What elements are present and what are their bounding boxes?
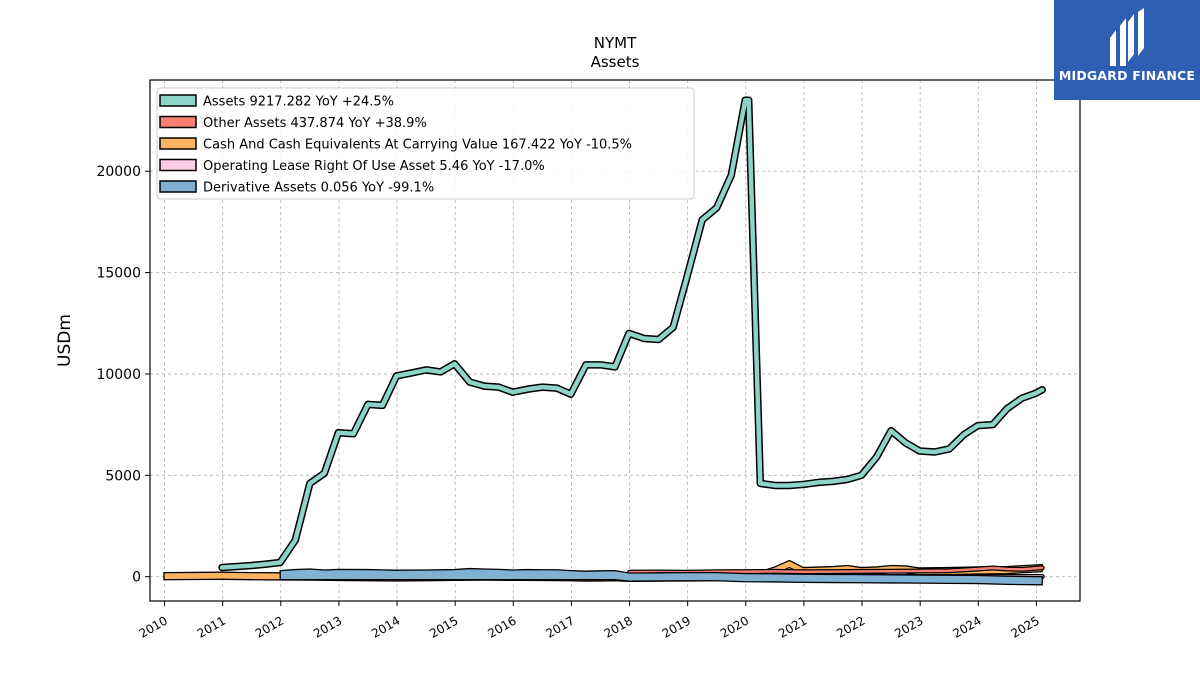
legend: Assets 9217.282 YoY +24.5% Other Assets 4… [156,87,695,200]
legend-entry: Cash And Cash Equivalents At Carrying Va… [203,138,632,153]
y-axis: 0 5000 10000 15000 20000 USDm [55,164,150,586]
legend-swatch [159,158,197,172]
plot-frame [149,79,1081,602]
x-tick-label: 2023 [892,613,925,640]
legend-swatch [159,115,197,129]
x-tick-label: 2012 [253,613,286,640]
x-tick-label: 2013 [311,613,344,640]
x-tick-label: 2024 [950,613,983,640]
legend-entry: Assets 9217.282 YoY +24.5% [203,95,394,110]
x-tick-label: 2015 [427,613,460,640]
x-tick-label: 2020 [718,613,751,640]
chart-subtitle: Assets [591,53,640,71]
series-line-1 [628,566,1044,574]
brand-name: MIDGARD FINANCE [1058,68,1196,83]
legend-box [156,87,695,200]
x-tick-label: 2019 [660,613,693,640]
x-tick-label: 2021 [776,613,809,640]
series-line-0 [219,98,1045,570]
x-axis: 2010 2011 2012 2013 2014 2015 2016 2017 2018 2019… [137,601,1042,641]
x-tick-label: 2017 [543,613,576,640]
x-tick-label: 2011 [195,613,228,640]
legend-entry: Operating Lease Right Of Use Asset 5.46 … [203,159,545,174]
chart-title: NYMT [594,34,637,52]
x-tick-label: 2025 [1008,613,1041,640]
y-tick-label: 20000 [96,164,141,180]
x-tick-label: 2010 [137,613,170,640]
legend-entry: Derivative Assets 0.056 YoY -99.1% [203,181,434,196]
y-tick-label: 5000 [105,468,141,484]
legend-swatch [159,180,197,193]
x-tick-label: 2014 [369,613,402,640]
legend-entry: Other Assets 437.874 YoY +38.9% [203,116,427,131]
plot-area [163,96,1046,586]
x-tick-label: 2018 [602,613,635,640]
y-tick-label: 10000 [96,367,141,383]
legend-swatch [159,137,197,150]
y-tick-label: 15000 [96,266,141,282]
series-area-derivative [279,567,1043,586]
y-axis-label: USDm [55,314,75,367]
x-tick-label: 2022 [834,613,867,640]
brand-logo: MIDGARD FINANCE [1054,0,1200,100]
y-tick-label: 0 [132,570,141,586]
legend-swatch [159,94,197,107]
midgard-logo-icon [1110,8,1144,66]
x-tick-label: 2016 [485,613,518,640]
